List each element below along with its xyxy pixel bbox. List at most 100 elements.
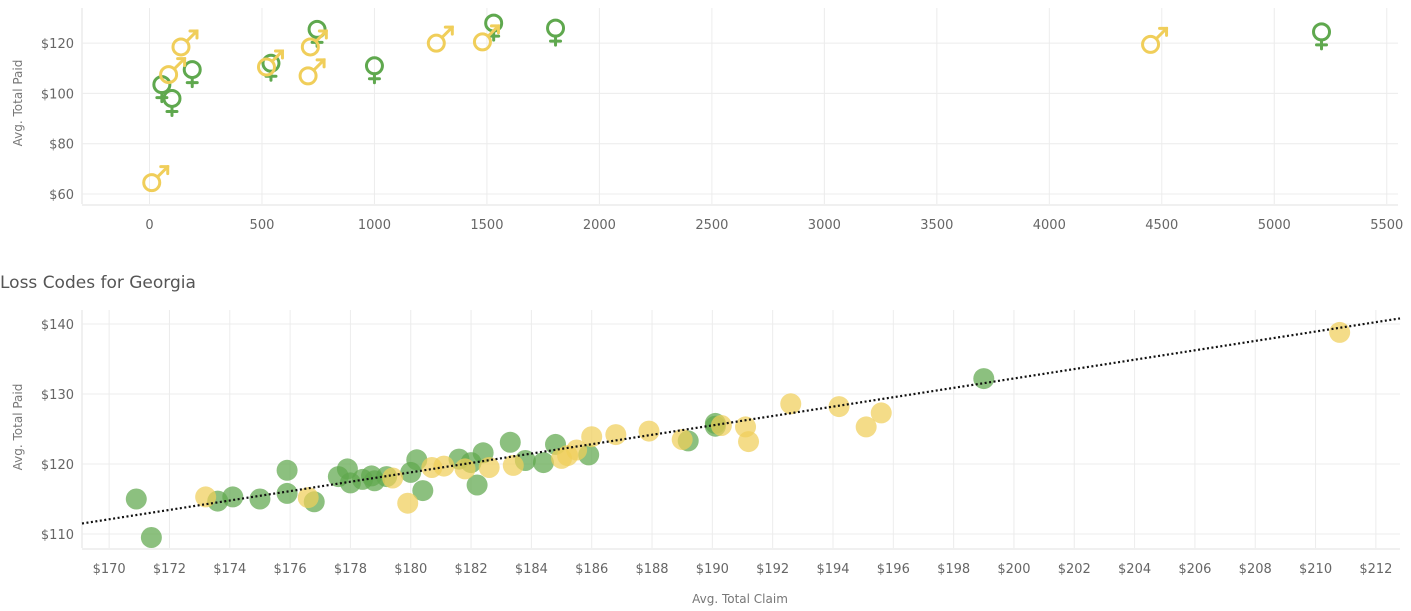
x-tick-label: 4500: [1145, 218, 1178, 233]
loss-codes-chart: Loss Codes for Georgia $110$120$130$140 …: [0, 273, 1401, 606]
y-tick-label: $100: [41, 87, 74, 102]
data-points[interactable]: [125, 321, 1351, 548]
x-tick-label: 3000: [808, 218, 841, 233]
x-tick-label: $170: [93, 562, 126, 577]
x-tick-label: 2000: [583, 218, 616, 233]
female-loss-code-point[interactable]: [222, 486, 244, 508]
male-loss-code-point[interactable]: [710, 415, 732, 436]
female-symbol-point[interactable]: [182, 60, 202, 89]
female-loss-code-point[interactable]: [532, 452, 554, 474]
x-tick-label: $186: [575, 562, 608, 577]
male-symbol-point[interactable]: [472, 24, 500, 52]
x-tick-label: $180: [394, 562, 427, 577]
x-tick-label: 1500: [470, 218, 503, 233]
x-tick-label: $182: [455, 562, 488, 577]
female-symbol-point[interactable]: [364, 56, 384, 85]
male-symbol-point[interactable]: [426, 25, 454, 53]
male-loss-code-point[interactable]: [638, 420, 660, 442]
x-tick-label: $184: [515, 562, 548, 577]
gender-scatter-chart: $60 $80 $100 $120 0 500 1000 1500 2000 2500 3000 3…: [11, 8, 1403, 233]
x-axis-ticks: 0 500 1000 1500 2000 2500 3000 3500 4000 4500 5000…: [145, 218, 1403, 233]
y-tick-label: $80: [49, 138, 74, 153]
male-loss-code-point[interactable]: [454, 458, 476, 480]
male-loss-code-point[interactable]: [478, 457, 500, 478]
male-symbol-point[interactable]: [159, 57, 187, 85]
trend-line-path: [81, 317, 1401, 525]
male-loss-code-point[interactable]: [502, 454, 524, 476]
female-loss-code-point[interactable]: [276, 459, 298, 481]
gridlines: [81, 8, 1398, 206]
x-tick-label: $194: [816, 562, 849, 577]
female-symbol-point[interactable]: [162, 88, 182, 117]
x-tick-label: $190: [696, 562, 729, 577]
x-tick-label: $188: [635, 562, 668, 577]
x-axis-ticks: $170 $172 $174 $176 $178 $180 $182 $184 $186 $188…: [93, 562, 1393, 577]
x-tick-label: 500: [250, 218, 275, 233]
x-tick-label: $198: [937, 562, 970, 577]
male-symbol-point[interactable]: [298, 58, 326, 86]
male-symbol-point[interactable]: [300, 29, 328, 57]
female-loss-code-point[interactable]: [276, 482, 298, 504]
male-loss-code-point[interactable]: [382, 467, 404, 489]
x-tick-label: 0: [145, 218, 153, 233]
x-tick-label: $212: [1359, 562, 1392, 577]
x-tick-label: $204: [1118, 562, 1151, 577]
x-tick-label: 5500: [1370, 218, 1403, 233]
male-loss-code-point[interactable]: [297, 487, 319, 509]
x-tick-label: $206: [1178, 562, 1211, 577]
male-symbol-point[interactable]: [171, 29, 199, 57]
trend-line: [81, 317, 1401, 525]
y-tick-label: $110: [41, 528, 74, 543]
male-loss-code-point[interactable]: [870, 402, 892, 424]
x-tick-label: 4000: [1033, 218, 1066, 233]
x-tick-label: $174: [213, 562, 246, 577]
male-loss-code-point[interactable]: [780, 393, 802, 415]
male-loss-code-point[interactable]: [566, 439, 588, 461]
x-tick-label: $176: [274, 562, 307, 577]
male-loss-code-point[interactable]: [1329, 321, 1351, 343]
male-loss-code-point[interactable]: [738, 431, 760, 453]
gridlines: [81, 310, 1400, 550]
male-loss-code-point[interactable]: [581, 426, 603, 448]
y-tick-label: $130: [41, 388, 74, 403]
male-loss-code-point[interactable]: [671, 429, 693, 450]
x-tick-label: $208: [1239, 562, 1272, 577]
x-tick-label: $172: [153, 562, 186, 577]
female-loss-code-point[interactable]: [140, 527, 162, 548]
y-axis-title: Avg. Total Paid: [11, 384, 25, 471]
male-loss-code-point[interactable]: [397, 492, 419, 514]
y-tick-label: $120: [41, 37, 74, 52]
female-loss-code-point[interactable]: [249, 488, 271, 510]
y-tick-label: $140: [41, 318, 74, 333]
y-axis-title: Avg. Total Paid: [11, 60, 25, 147]
male-loss-code-point[interactable]: [855, 416, 877, 438]
x-tick-label: $192: [756, 562, 789, 577]
male-symbol-point[interactable]: [142, 165, 170, 193]
female-loss-code-point[interactable]: [125, 488, 147, 510]
x-tick-label: 2500: [695, 218, 728, 233]
x-tick-label: 5000: [1258, 218, 1291, 233]
male-symbol-point[interactable]: [1141, 26, 1169, 54]
x-tick-label: $210: [1299, 562, 1332, 577]
y-tick-label: $60: [49, 188, 74, 203]
y-axis-ticks: $110 $120 $130 $140: [41, 318, 74, 543]
x-tick-label: $178: [334, 562, 367, 577]
female-loss-code-point[interactable]: [412, 480, 434, 502]
x-tick-label: $196: [877, 562, 910, 577]
female-loss-code-point[interactable]: [466, 474, 488, 496]
x-tick-label: $200: [997, 562, 1030, 577]
chart-title: Loss Codes for Georgia: [0, 273, 196, 293]
x-axis-title: Avg. Total Claim: [692, 592, 788, 606]
male-loss-code-point[interactable]: [195, 486, 217, 508]
y-axis-ticks: $60 $80 $100 $120: [41, 37, 74, 203]
female-symbol-point[interactable]: [546, 18, 566, 47]
data-points[interactable]: [142, 13, 1332, 193]
female-loss-code-point[interactable]: [499, 431, 521, 453]
x-tick-label: 3500: [920, 218, 953, 233]
female-loss-code-point[interactable]: [973, 368, 995, 390]
y-tick-label: $120: [41, 458, 74, 473]
male-symbol-point[interactable]: [256, 49, 284, 77]
female-symbol-point[interactable]: [1312, 22, 1332, 51]
x-tick-label: 1000: [358, 218, 391, 233]
